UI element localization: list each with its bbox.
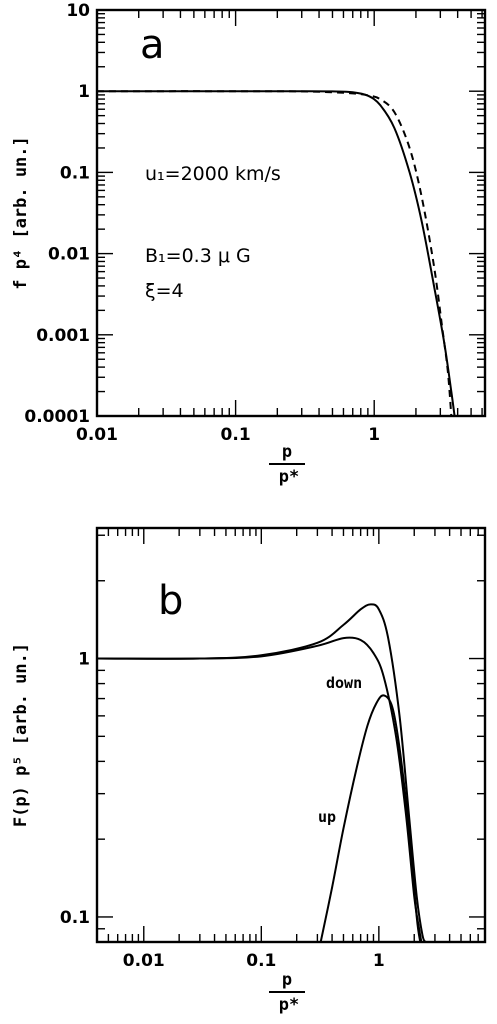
x-axis-label-b-denominator: p*	[279, 995, 299, 1015]
y-axis-label-b: F(p) p⁵ [arb. un.]	[11, 643, 31, 827]
annotation: B₁=0.3 μ G	[145, 245, 251, 267]
panel-letter: a	[140, 22, 165, 68]
y-tick-label: 0.1	[60, 908, 90, 928]
y-tick-label: 0.1	[60, 163, 90, 183]
curve-label-down: down	[326, 674, 362, 692]
x-tick-label: 0.01	[123, 951, 165, 971]
x-tick-label: 1	[373, 951, 385, 971]
x-axis-label-a-numerator: p	[282, 442, 292, 462]
series-line-up	[319, 694, 422, 942]
x-tick-label: 0.1	[221, 425, 251, 445]
x-axis-label-b-numerator: p	[282, 970, 292, 990]
series-line-down	[97, 636, 423, 942]
panel-a: 0.01 0.1 1 0.0001 0.001 0.01 0.1 1 10 f p⁴ [arb. …	[11, 1, 487, 487]
curve-label-up: up	[318, 808, 336, 826]
x-tick-label: 0.1	[246, 951, 276, 971]
x-tick-label: 1	[368, 425, 380, 445]
y-tick-label: 1	[78, 650, 90, 670]
y-tick-label: 0.0001	[24, 407, 90, 427]
plot-frame	[95, 8, 487, 418]
y-tick-label: 0.001	[36, 326, 90, 346]
panel-b: 0.01 0.1 1 0.1 1 F(p) p⁵ [arb. un.] p p* b down up	[11, 526, 487, 1015]
panel-letter: b	[158, 578, 183, 624]
y-tick-label: 1	[78, 82, 90, 102]
y-tick-label: 0.01	[48, 245, 90, 265]
series-line	[97, 90, 453, 416]
annotation: u₁=2000 km/s	[145, 163, 281, 185]
x-axis-label-a-denominator: p*	[279, 467, 299, 487]
y-axis-label-a: f p⁴ [arb. un.]	[11, 136, 31, 290]
series-line	[97, 603, 427, 942]
y-tick-label: 10	[66, 1, 90, 21]
x-tick-label: 0.01	[76, 425, 118, 445]
annotation: ξ=4	[145, 280, 184, 302]
plot-frame	[95, 526, 487, 944]
